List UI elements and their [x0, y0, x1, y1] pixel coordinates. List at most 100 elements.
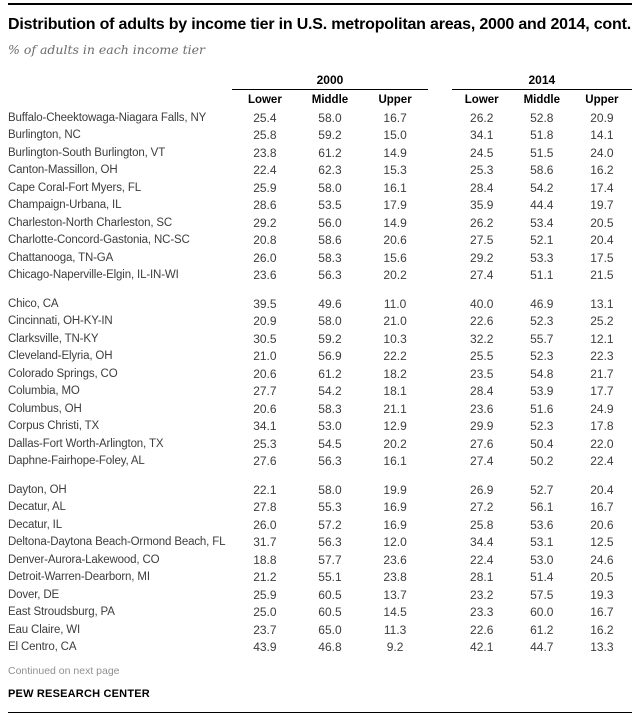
group-gap-cell [428, 127, 452, 145]
value-2000-lower: 20.6 [253, 401, 277, 416]
value-2000-lower: 43.9 [253, 640, 277, 655]
value-2014-upper: 12.1 [590, 331, 614, 346]
table-row: Detroit-Warren-Dearborn, MI 21.2 55.1 23.8 2… [8, 569, 632, 587]
value-2014-middle: 53.1 [530, 535, 554, 550]
table-row: Dover, DE 25.9 60.5 13.7 23.2 57.5 19.3 [8, 586, 632, 604]
metro-name: Dover, DE [8, 588, 60, 601]
bottom-rule [8, 712, 632, 714]
metro-name: Decatur, IL [8, 518, 62, 531]
value-2000-upper: 16.9 [383, 500, 407, 515]
income-tier-table: 2000 2014 Lower Middle Upper Lower Middl… [8, 73, 632, 656]
value-2014-middle: 50.2 [530, 454, 554, 469]
value-2014-upper: 20.5 [590, 570, 614, 585]
value-2014-lower: 34.1 [470, 128, 494, 143]
value-2014-upper: 16.7 [590, 605, 614, 620]
value-2014-middle: 51.4 [530, 570, 554, 585]
value-2000-middle: 46.8 [318, 640, 342, 655]
metro-name: Cleveland-Elyria, OH [8, 350, 113, 363]
value-2014-upper: 25.2 [590, 314, 614, 329]
group-gap-cell [428, 313, 452, 331]
value-2014-middle: 52.3 [530, 419, 554, 434]
value-2014-lower: 27.4 [470, 268, 494, 283]
value-2000-lower: 25.0 [253, 605, 277, 620]
value-2014-upper: 17.8 [590, 419, 614, 434]
value-2000-middle: 56.3 [318, 268, 342, 283]
col-header-2000-middle: Middle [311, 94, 349, 107]
group-gap-cell [428, 418, 452, 436]
value-2000-middle: 56.9 [318, 349, 342, 364]
col-header-2014-upper: Upper [585, 94, 619, 107]
value-2014-upper: 21.5 [590, 268, 614, 283]
table-row: Cincinnati, OH-KY-IN 20.9 58.0 21.0 22.6 52.3… [8, 313, 632, 331]
value-2000-upper: 15.6 [383, 250, 407, 265]
value-2000-middle: 60.5 [318, 605, 342, 620]
value-2000-lower: 26.0 [253, 517, 277, 532]
value-2000-lower: 22.1 [253, 482, 277, 497]
value-2000-lower: 31.7 [253, 535, 277, 550]
value-2000-lower: 25.3 [253, 436, 277, 451]
table-row: Burlington-South Burlington, VT 23.8 61.2 1… [8, 144, 632, 162]
value-2000-middle: 58.0 [318, 180, 342, 195]
metro-name: Cincinnati, OH-KY-IN [8, 315, 113, 328]
table-row: Chico, CA 39.5 49.6 11.0 40.0 46.9 13.1 [8, 295, 632, 313]
value-2000-upper: 23.6 [383, 552, 407, 567]
value-2000-upper: 21.1 [383, 401, 407, 416]
value-2014-lower: 22.6 [470, 622, 494, 637]
value-2000-middle: 58.0 [318, 110, 342, 125]
group-gap-cell [428, 481, 452, 499]
table-row: Decatur, AL 27.8 55.3 16.9 27.2 56.1 16.7 [8, 499, 632, 517]
table-row: Daphne-Fairhope-Foley, AL 27.6 56.3 16.1 27.… [8, 453, 632, 471]
value-2000-upper: 14.5 [383, 605, 407, 620]
metro-name: Decatur, AL [8, 501, 66, 514]
value-2014-upper: 24.0 [590, 145, 614, 160]
value-2000-middle: 65.0 [318, 622, 342, 637]
group-gap-cell [428, 639, 452, 657]
value-2000-upper: 15.0 [383, 128, 407, 143]
metro-name: Denver-Aurora-Lakewood, CO [8, 553, 160, 566]
name-column-spacer [8, 73, 232, 90]
group-gap-cell [428, 621, 452, 639]
value-2000-upper: 14.9 [383, 145, 407, 160]
value-2000-upper: 19.9 [383, 482, 407, 497]
metro-name: Burlington-South Burlington, VT [8, 146, 166, 159]
value-2000-upper: 18.1 [383, 384, 407, 399]
value-2014-upper: 13.3 [590, 640, 614, 655]
value-2000-upper: 15.3 [383, 163, 407, 178]
metro-name: Canton-Massillon, OH [8, 164, 118, 177]
group-gap-cell [428, 214, 452, 232]
value-2014-middle: 52.7 [530, 482, 554, 497]
value-2014-lower: 40.0 [470, 296, 494, 311]
value-2000-upper: 20.2 [383, 268, 407, 283]
metro-name: Charleston-North Charleston, SC [8, 216, 173, 229]
table-row: Buffalo-Cheektowaga-Niagara Falls, NY 25.… [8, 109, 632, 127]
value-2014-middle: 58.6 [530, 163, 554, 178]
value-2000-middle: 59.2 [318, 331, 342, 346]
value-2000-middle: 60.5 [318, 587, 342, 602]
value-2000-lower: 22.4 [253, 163, 277, 178]
value-2014-lower: 32.2 [470, 331, 494, 346]
value-2000-middle: 56.3 [318, 454, 342, 469]
value-2000-upper: 9.2 [386, 640, 404, 655]
value-2014-middle: 52.3 [530, 349, 554, 364]
metro-name: Dallas-Fort Worth-Arlington, TX [8, 437, 164, 450]
value-2014-lower: 25.5 [470, 349, 494, 364]
value-2014-upper: 13.1 [590, 296, 614, 311]
value-2000-middle: 58.6 [318, 233, 342, 248]
metro-name: Detroit-Warren-Dearborn, MI [8, 571, 150, 584]
value-2014-middle: 60.0 [530, 605, 554, 620]
value-2014-upper: 20.9 [590, 110, 614, 125]
year-header-row: 2000 2014 [8, 73, 632, 91]
value-2000-lower: 39.5 [253, 296, 277, 311]
value-2014-middle: 51.5 [530, 145, 554, 160]
value-2000-upper: 13.7 [383, 587, 407, 602]
value-2000-upper: 12.9 [383, 419, 407, 434]
value-2000-upper: 16.7 [383, 110, 407, 125]
metro-name: Daphne-Fairhope-Foley, AL [8, 455, 145, 468]
value-2000-lower: 27.8 [253, 500, 277, 515]
value-2014-upper: 22.0 [590, 436, 614, 451]
metro-name: El Centro, CA [8, 641, 77, 654]
table-row: Burlington, NC 25.8 59.2 15.0 34.1 51.8 14.1 [8, 127, 632, 145]
value-2014-lower: 28.4 [470, 384, 494, 399]
value-2000-upper: 16.1 [383, 180, 407, 195]
group-gap-cell [428, 144, 452, 162]
